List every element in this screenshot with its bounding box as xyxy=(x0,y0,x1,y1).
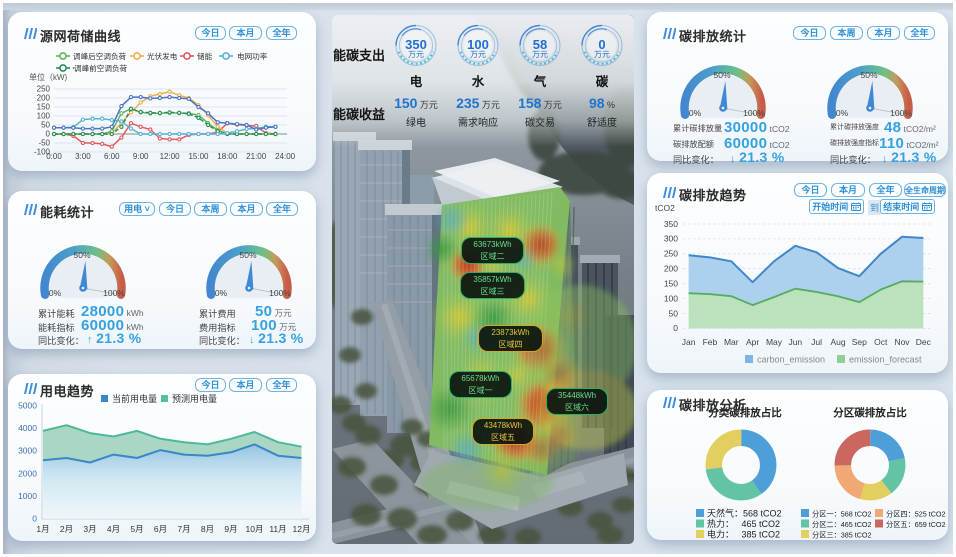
svg-text:300: 300 xyxy=(664,234,678,244)
svg-text:12:00: 12:00 xyxy=(160,152,181,161)
svg-text:12月: 12月 xyxy=(293,524,311,534)
svg-text:3000: 3000 xyxy=(18,446,37,456)
svg-text:当前用电量: 当前用电量 xyxy=(112,393,157,404)
svg-text:emission_forecast: emission_forecast xyxy=(849,355,922,365)
svg-text:200: 200 xyxy=(37,94,51,103)
svg-text:100%: 100% xyxy=(103,288,125,298)
svg-text:天然气：568 tCO2: 天然气：568 tCO2 xyxy=(707,508,782,519)
svg-text:储能: 储能 xyxy=(197,51,213,61)
svg-text:24:00: 24:00 xyxy=(275,152,296,161)
svg-text:分区四：525 tCO2: 分区四：525 tCO2 xyxy=(886,510,946,519)
svg-text:10月: 10月 xyxy=(246,524,264,534)
svg-text:0: 0 xyxy=(673,323,678,333)
svg-text:50%: 50% xyxy=(239,250,256,260)
svg-text:0%: 0% xyxy=(689,108,702,118)
svg-text:0%: 0% xyxy=(215,288,228,298)
svg-text:0: 0 xyxy=(46,130,51,139)
svg-text:分区一：568 tCO2: 分区一：568 tCO2 xyxy=(812,510,872,519)
svg-text:50%: 50% xyxy=(713,70,730,80)
svg-text:Apr: Apr xyxy=(746,337,759,347)
svg-text:7月: 7月 xyxy=(177,524,190,534)
svg-text:分区三：385 tCO2: 分区三：385 tCO2 xyxy=(812,531,872,540)
svg-text:电力： 385 tCO2: 电力： 385 tCO2 xyxy=(707,529,780,540)
svg-text:May: May xyxy=(766,337,783,347)
svg-text:分区碳排放占比: 分区碳排放占比 xyxy=(833,406,907,419)
svg-text:Aug: Aug xyxy=(830,337,845,347)
svg-text:-50: -50 xyxy=(38,139,50,148)
svg-text:Mar: Mar xyxy=(724,337,739,347)
svg-text:11月: 11月 xyxy=(269,524,286,534)
svg-text:50%: 50% xyxy=(73,250,90,260)
svg-text:100: 100 xyxy=(664,293,678,303)
svg-text:0: 0 xyxy=(32,514,37,524)
svg-text:Oct: Oct xyxy=(874,337,888,347)
svg-text:100%: 100% xyxy=(269,288,291,298)
svg-text:热力： 465 tCO2: 热力： 465 tCO2 xyxy=(707,518,780,529)
svg-text:100%: 100% xyxy=(743,108,765,118)
svg-text:单位（kW): 单位（kW) xyxy=(29,72,68,82)
svg-text:50: 50 xyxy=(669,308,679,318)
svg-text:分区二：465 tCO2: 分区二：465 tCO2 xyxy=(812,520,872,529)
svg-text:调峰后空调负荷: 调峰后空调负荷 xyxy=(73,51,127,61)
svg-text:调峰前空调负荷: 调峰前空调负荷 xyxy=(74,63,128,73)
svg-text:光伏发电: 光伏发电 xyxy=(147,51,178,61)
svg-text:150: 150 xyxy=(664,279,678,289)
svg-text:350: 350 xyxy=(664,219,678,229)
svg-text:3月: 3月 xyxy=(83,524,96,534)
svg-text:分区五：659 tCO2: 分区五：659 tCO2 xyxy=(886,520,946,529)
svg-text:50: 50 xyxy=(41,121,50,130)
svg-text:100: 100 xyxy=(37,112,51,121)
svg-text:150: 150 xyxy=(37,103,51,112)
svg-text:5月: 5月 xyxy=(130,524,143,534)
svg-text:3:00: 3:00 xyxy=(75,152,91,161)
svg-text:Jan: Jan xyxy=(682,337,696,347)
svg-text:18:00: 18:00 xyxy=(217,152,238,161)
svg-text:9:00: 9:00 xyxy=(133,152,149,161)
svg-text:8月: 8月 xyxy=(201,524,214,534)
svg-text:5000: 5000 xyxy=(18,401,37,411)
svg-text:250: 250 xyxy=(37,85,51,94)
svg-text:电网功率: 电网功率 xyxy=(237,51,268,61)
svg-text:200: 200 xyxy=(664,264,678,274)
svg-text:Nov: Nov xyxy=(894,337,910,347)
svg-text:4000: 4000 xyxy=(18,423,37,433)
svg-text:分类碳排放占比: 分类碳排放占比 xyxy=(708,406,782,419)
svg-text:21:00: 21:00 xyxy=(246,152,267,161)
svg-text:Jun: Jun xyxy=(788,337,802,347)
svg-text:9月: 9月 xyxy=(224,524,237,534)
svg-text:6:00: 6:00 xyxy=(104,152,120,161)
svg-text:6月: 6月 xyxy=(154,524,167,534)
svg-text:250: 250 xyxy=(664,249,678,259)
svg-text:Feb: Feb xyxy=(703,337,718,347)
svg-text:0%: 0% xyxy=(49,288,62,298)
svg-text:-100: -100 xyxy=(34,148,51,157)
svg-text:50%: 50% xyxy=(860,70,877,80)
svg-text:15:00: 15:00 xyxy=(188,152,209,161)
svg-text:Jul: Jul xyxy=(811,337,822,347)
svg-text:预测用电量: 预测用电量 xyxy=(172,393,217,404)
svg-text:carbon_emission: carbon_emission xyxy=(757,355,825,365)
svg-text:100%: 100% xyxy=(890,108,912,118)
svg-text:Dec: Dec xyxy=(916,337,932,347)
svg-text:Sep: Sep xyxy=(852,337,867,347)
svg-text:0%: 0% xyxy=(836,108,849,118)
svg-text:4月: 4月 xyxy=(107,524,120,534)
svg-text:2月: 2月 xyxy=(60,524,73,534)
svg-text:2000: 2000 xyxy=(18,468,37,478)
svg-text:1月: 1月 xyxy=(36,524,49,534)
svg-text:0:00: 0:00 xyxy=(46,152,62,161)
svg-text:1000: 1000 xyxy=(18,491,37,501)
